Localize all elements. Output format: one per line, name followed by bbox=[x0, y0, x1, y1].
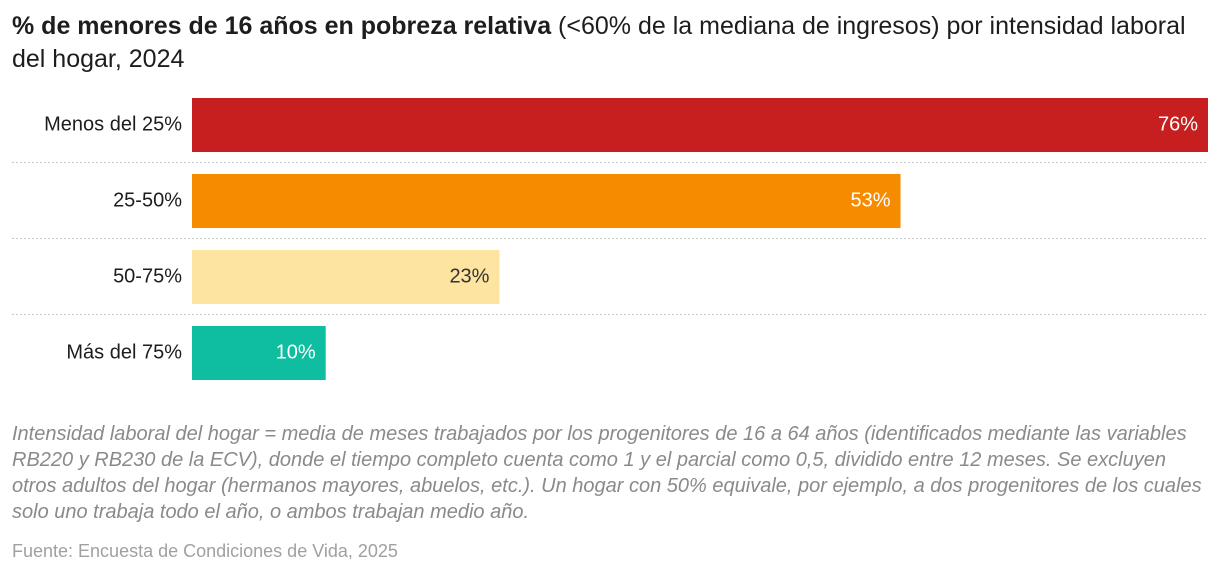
value-label: 23% bbox=[449, 265, 489, 287]
value-label: 10% bbox=[276, 341, 316, 363]
bar bbox=[192, 174, 901, 228]
category-label: Menos del 25% bbox=[44, 113, 182, 135]
title-regular: (<60% de la mediana de ingresos) por int… bbox=[12, 12, 1186, 73]
category-label: Más del 75% bbox=[66, 341, 182, 363]
title-bold: % de menores de 16 años en pobreza relat… bbox=[12, 12, 552, 40]
bar bbox=[192, 250, 500, 304]
bar bbox=[192, 98, 1208, 152]
chart: Menos del 25% 76% 25-50% 53% 50-75% 23% Más de… bbox=[12, 98, 1208, 380]
note: Intensidad laboral del hogar = media de … bbox=[12, 423, 1202, 523]
value-label: 53% bbox=[850, 189, 890, 211]
chart-title: % de menores de 16 años en pobreza relat… bbox=[12, 10, 1208, 76]
category-label: 50-75% bbox=[113, 265, 182, 287]
category-label: 25-50% bbox=[113, 189, 182, 211]
value-label: 76% bbox=[1158, 113, 1198, 135]
bar bbox=[192, 326, 326, 380]
source: Fuente: Encuesta de Condiciones de Vida,… bbox=[12, 541, 398, 561]
